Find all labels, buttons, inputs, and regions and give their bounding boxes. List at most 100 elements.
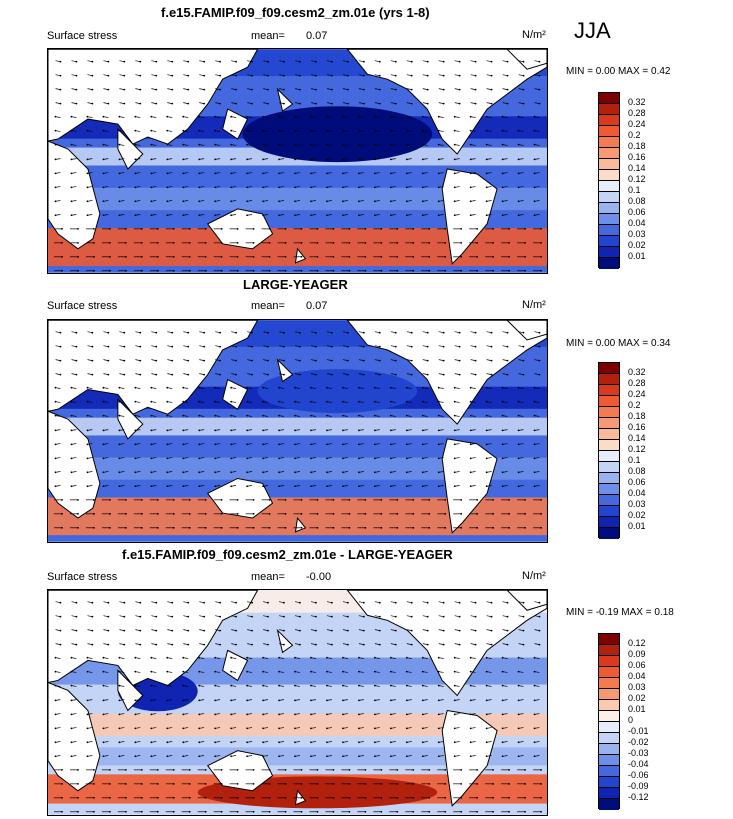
colorbar-label: 0.01	[628, 521, 646, 531]
colorbar-label: 0.09	[628, 649, 646, 659]
colorbar-cell	[599, 634, 619, 645]
panel-2-variable: Surface stress	[47, 300, 118, 312]
colorbar-cell	[599, 363, 619, 374]
colorbar-label: 0.24	[628, 389, 646, 399]
colorbar-label: -0.09	[628, 781, 649, 791]
colorbar-cell	[599, 645, 619, 656]
colorbar-label: 0.2	[628, 400, 641, 410]
colorbar-label: 0.02	[628, 240, 646, 250]
colorbar-label: 0.18	[628, 141, 646, 151]
colorbar-cell	[599, 407, 619, 418]
colorbar-cell	[599, 473, 619, 484]
panel-3-minmax: MIN = -0.19 MAX = 0.18	[566, 607, 674, 618]
colorbar-label: 0.12	[628, 174, 646, 184]
colorbar-cell	[599, 517, 619, 528]
colorbar-cell	[599, 495, 619, 506]
colorbar-cell	[599, 744, 619, 755]
colorbar-label: 0.06	[628, 207, 646, 217]
colorbar-cell	[599, 385, 619, 396]
colorbar-cell	[599, 656, 619, 667]
colorbar-label: 0.2	[628, 130, 641, 140]
colorbar-label: 0.06	[628, 660, 646, 670]
panel-3-mean-label: mean=	[251, 571, 285, 583]
colorbar-label: 0.04	[628, 488, 646, 498]
colorbar-label: -0.02	[628, 737, 649, 747]
season-label: JJA	[574, 18, 611, 43]
panel-2-colorbar	[598, 362, 620, 539]
colorbar-cell	[599, 236, 619, 247]
colorbar-label: 0.03	[628, 499, 646, 509]
colorbar-label: 0.02	[628, 510, 646, 520]
colorbar-label: -0.06	[628, 770, 649, 780]
colorbar-cell	[599, 137, 619, 148]
colorbar-label: 0.18	[628, 411, 646, 421]
colorbar-cell	[599, 115, 619, 126]
panel-1-mean-label: mean=	[251, 30, 285, 42]
colorbar-cell	[599, 258, 619, 269]
colorbar-label: -0.01	[628, 726, 649, 736]
colorbar-cell	[599, 678, 619, 689]
colorbar-label: 0.24	[628, 119, 646, 129]
colorbar-cell	[599, 689, 619, 700]
colorbar-cell	[599, 777, 619, 788]
colorbar-label: -0.03	[628, 748, 649, 758]
colorbar-label: 0.04	[628, 671, 646, 681]
colorbar-cell	[599, 374, 619, 385]
colorbar-cell	[599, 429, 619, 440]
panel-3-mean-value: -0.00	[306, 571, 332, 583]
colorbar-label: 0.06	[628, 477, 646, 487]
colorbar-label: 0.14	[628, 163, 646, 173]
colorbar-label: 0.16	[628, 152, 646, 162]
colorbar-cell	[599, 396, 619, 407]
colorbar-cell	[599, 755, 619, 766]
panel-1-minmax: MIN = 0.00 MAX = 0.42	[566, 66, 671, 77]
colorbar-cell	[599, 170, 619, 181]
colorbar-cell	[599, 711, 619, 722]
panel-1-title: f.e15.FAMIP.f09_f09.cesm2_zm.01e (yrs 1-…	[161, 5, 430, 20]
colorbar-label: 0.08	[628, 466, 646, 476]
colorbar-label: 0.08	[628, 196, 646, 206]
colorbar-label: 0.32	[628, 97, 646, 107]
panel-2-mean-value: 0.07	[306, 300, 328, 312]
colorbar-label: -0.12	[628, 792, 649, 802]
colorbar-cell	[599, 247, 619, 258]
colorbar-cell	[599, 93, 619, 104]
colorbar-cell	[599, 451, 619, 462]
panel-3-map	[47, 589, 548, 816]
colorbar-label: 0.12	[628, 638, 646, 648]
panel-1-mean-value: 0.07	[306, 30, 328, 42]
colorbar-cell	[599, 700, 619, 711]
colorbar-label: 0.28	[628, 378, 646, 388]
colorbar-cell	[599, 667, 619, 678]
colorbar-label: 0.02	[628, 693, 646, 703]
colorbar-cell	[599, 203, 619, 214]
colorbar-cell	[599, 506, 619, 517]
colorbar-label: 0	[628, 715, 634, 725]
colorbar-label: 0.03	[628, 229, 646, 239]
colorbar-label: 0.03	[628, 682, 646, 692]
colorbar-cell	[599, 722, 619, 733]
panel-3-colorbar	[598, 633, 620, 810]
panel-1-units: N/m²	[522, 29, 546, 41]
colorbar-label: 0.32	[628, 367, 646, 377]
colorbar-label: 0.04	[628, 218, 646, 228]
colorbar-cell	[599, 528, 619, 539]
panel-2-title: LARGE-YEAGER	[243, 277, 348, 292]
colorbar-cell	[599, 788, 619, 799]
panel-2-mean-label: mean=	[251, 300, 285, 312]
colorbar-label: 0.12	[628, 444, 646, 454]
colorbar-cell	[599, 148, 619, 159]
colorbar-label: 0.01	[628, 251, 646, 261]
colorbar-cell	[599, 799, 619, 810]
panel-3-variable: Surface stress	[47, 571, 118, 583]
colorbar-label: 0.16	[628, 422, 646, 432]
colorbar-label: 0.28	[628, 108, 646, 118]
colorbar-cell	[599, 181, 619, 192]
colorbar-cell	[599, 484, 619, 495]
colorbar-cell	[599, 733, 619, 744]
colorbar-cell	[599, 462, 619, 473]
panel-1-variable: Surface stress	[47, 30, 118, 42]
panel-1-colorbar	[598, 92, 620, 269]
panel-3-units: N/m²	[522, 570, 546, 582]
colorbar-label: 0.1	[628, 455, 641, 465]
